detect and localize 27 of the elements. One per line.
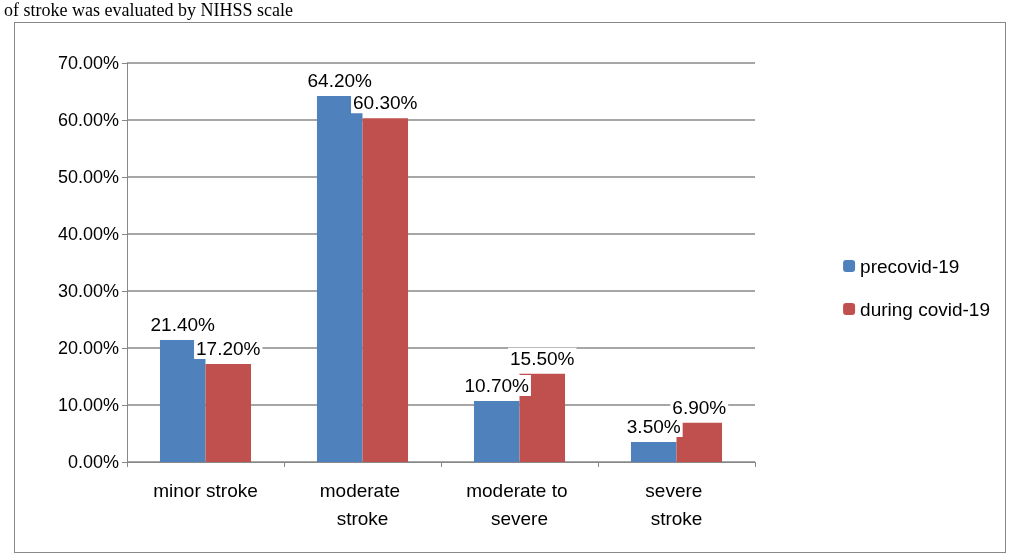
y-tick-label: 70.00% [57,53,119,73]
y-tick-label: 30.00% [57,281,119,301]
y-tick-label: 60.00% [57,110,119,130]
data-label: 6.90% [672,396,727,418]
data-label: 17.20% [196,337,261,359]
data-label: 21.40% [150,314,216,336]
data-label: 10.70% [464,375,530,397]
bar [362,118,409,462]
y-tick-label: 50.00% [57,167,119,187]
data-label: 15.50% [510,347,575,369]
x-tick-label: moderate to severe [466,479,573,529]
y-tick-label: 40.00% [57,224,119,244]
y-tick-label: 20.00% [57,338,119,358]
bar [473,401,520,462]
x-tick-label: minor stroke [153,479,258,501]
data-label: 60.30% [353,92,418,114]
bar [205,363,252,462]
legend-label: precovid-19 [860,255,960,277]
y-tick-label: 10.00% [57,395,119,415]
x-tick-label: severe stroke [645,479,708,529]
text: of stroke was evaluated by NIHSS scale [4,0,293,20]
bar [630,442,677,462]
data-label: 64.20% [307,70,373,92]
y-tick-label: 0.00% [67,452,119,472]
legend-label: during covid-19 [860,298,991,320]
data-label: 3.50% [626,416,681,438]
x-tick-label: moderate stroke [319,479,406,529]
